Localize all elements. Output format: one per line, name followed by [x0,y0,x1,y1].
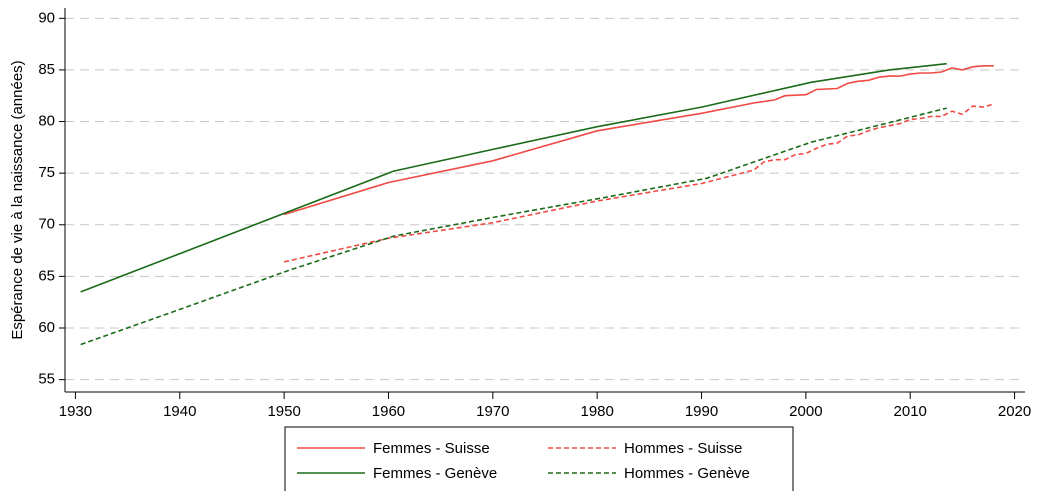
y-tick-label: 70 [38,216,55,233]
x-tick-label: 1970 [476,403,509,420]
y-tick-label: 90 [38,9,55,26]
x-tick-label: 1960 [372,403,405,420]
legend-label: Hommes - Genève [624,465,750,482]
legend-label: Femmes - Suisse [373,440,490,457]
legend-box [284,426,794,491]
x-tick-label: 1950 [267,403,300,420]
x-tick-label: 1990 [685,403,718,420]
x-tick-label: 2010 [894,403,927,420]
x-tick-label: 1980 [580,403,613,420]
y-tick-label: 65 [38,267,55,284]
y-tick-label: 85 [38,61,55,78]
y-axis-label: Espérance de vie à la naissance (années) [9,60,26,339]
x-tick-label: 1940 [163,403,196,420]
y-tick-label: 60 [38,319,55,336]
series-line [80,107,947,346]
y-tick-label: 55 [38,371,55,388]
series-line [80,62,947,293]
y-tick-label: 80 [38,113,55,130]
x-tick-label: 2000 [789,403,822,420]
x-tick-label: 2020 [998,403,1031,420]
x-tick-label: 1930 [59,403,92,420]
legend-label: Femmes - Genève [373,465,497,482]
y-tick-label: 75 [38,164,55,181]
series-line [283,103,994,263]
legend-label: Hommes - Suisse [624,440,742,457]
series-line [283,65,994,216]
